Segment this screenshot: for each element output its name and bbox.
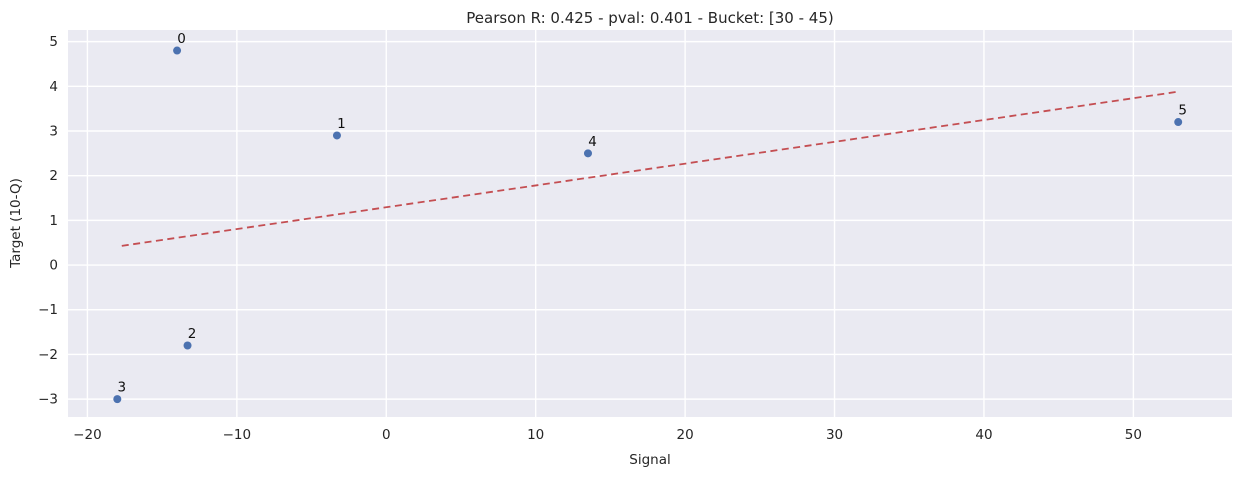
data-point <box>583 149 592 158</box>
y-tick-label: 3 <box>49 123 58 139</box>
data-point <box>113 395 122 404</box>
x-axis-label: Signal <box>629 452 670 468</box>
trendline-layer <box>121 90 1179 247</box>
x-tick-label: −10 <box>223 427 252 443</box>
chart-title: Pearson R: 0.425 - pval: 0.401 - Bucket:… <box>466 9 833 27</box>
x-tick-label: 10 <box>527 427 544 443</box>
x-tick-label: 40 <box>975 427 992 443</box>
data-point <box>332 131 341 140</box>
y-tick-label: −1 <box>38 302 58 318</box>
data-point-label: 3 <box>118 380 127 396</box>
trend-line <box>121 90 1179 247</box>
data-point-label: 2 <box>188 326 197 342</box>
y-tick-label: 2 <box>49 168 58 184</box>
plot-area <box>68 30 1232 417</box>
x-tick-label: 30 <box>826 427 843 443</box>
x-tick-label: 20 <box>677 427 694 443</box>
data-point <box>1174 118 1183 127</box>
y-tick-label: 5 <box>49 34 58 50</box>
data-points-layer: 0 1 2 3 4 5 <box>113 31 1187 404</box>
y-tick-label: 1 <box>49 213 58 229</box>
y-tick-label: −3 <box>38 392 58 408</box>
grid-layer <box>68 30 1232 417</box>
data-point <box>183 341 192 350</box>
y-tick-label: −2 <box>38 347 58 363</box>
data-point-label: 0 <box>177 31 186 47</box>
y-axis-label: Target (10-Q) <box>8 178 24 269</box>
x-tick-label: 50 <box>1125 427 1142 443</box>
y-tick-label: 4 <box>49 79 58 95</box>
x-tick-label: −20 <box>73 427 102 443</box>
data-point-label: 4 <box>588 134 597 150</box>
y-tick-label: 0 <box>49 258 58 274</box>
x-tick-label: 0 <box>382 427 391 443</box>
data-point-label: 5 <box>1178 103 1187 119</box>
data-point-label: 1 <box>337 116 346 132</box>
data-point <box>173 46 182 55</box>
